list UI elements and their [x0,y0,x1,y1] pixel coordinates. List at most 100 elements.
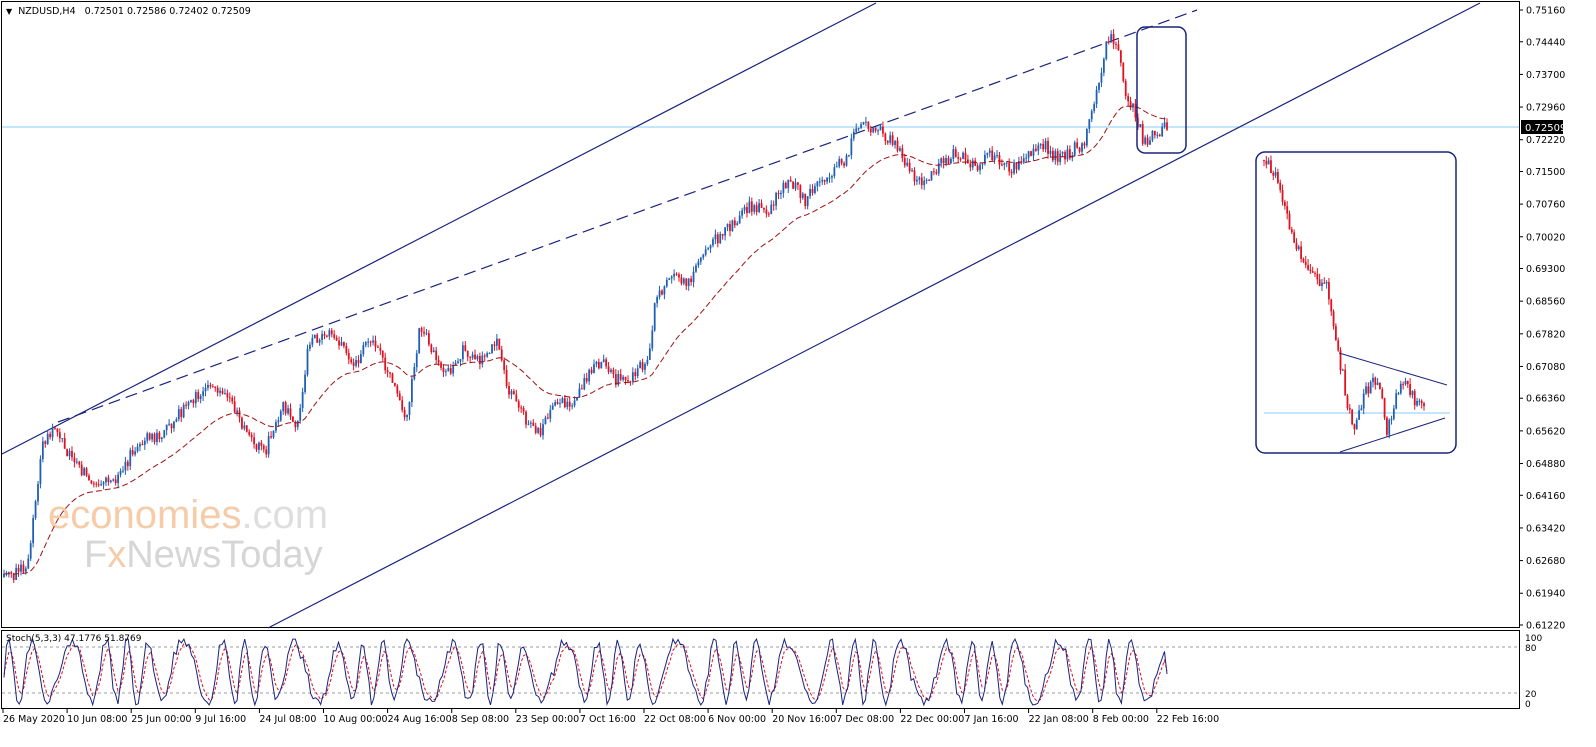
candle-body [117,474,120,484]
candle-body [614,374,617,385]
candle-body [811,188,814,193]
candle-body [1122,62,1125,81]
inset-candle-body [1274,172,1277,176]
candle-body [986,152,989,155]
candle-body [1095,89,1098,105]
candle-body [993,155,996,161]
candle-body [682,278,685,284]
lower-channel-line [267,2,1481,629]
inset-candle-body [1332,311,1335,327]
candle-body [610,369,612,372]
candle-body [102,482,105,485]
candle-body [1051,150,1054,161]
candle-body [1156,134,1159,136]
candle-body [549,409,552,419]
moving-average-line [4,105,1168,575]
candle-body [719,233,722,244]
collapse-triangle-icon[interactable]: ▼ [6,7,13,16]
candle-body [894,140,896,145]
svg-text:FxNewsToday: FxNewsToday [84,534,323,576]
candle-body [743,207,746,211]
time-tick-label: 24 Jul 08:00 [259,714,316,725]
candle-body [930,171,933,181]
inset-candle-body [1369,381,1372,394]
time-tick-label: 20 Nov 16:00 [772,714,836,725]
candle-body [3,573,5,578]
inset-candle-body [1302,259,1305,262]
candle-body [146,433,149,441]
candle-body [289,408,292,417]
candle-body [697,261,700,266]
candle-body [461,345,464,360]
candle-body [901,148,904,159]
candle-body [801,193,804,198]
candle-body [600,361,603,369]
candle-body [231,397,234,402]
candle-body [457,361,459,363]
candle-body [435,350,438,360]
candle-body [478,355,481,365]
candle-body [602,359,605,362]
candle-body [1059,153,1062,162]
candle-body [423,331,425,334]
candle-body [505,370,508,387]
price-tick-label: 0.75160 [1526,6,1565,17]
candle-body [663,286,666,295]
inset-candle-body [1314,272,1316,274]
candle-body [631,372,634,382]
candle-body [1134,103,1137,118]
candle-body [216,387,219,393]
candle-body [90,480,93,484]
candle-body [328,330,331,337]
highlight-box [1136,26,1187,154]
candle-body [746,207,748,214]
candle-body [148,433,151,440]
candle-body [170,423,173,429]
candle-body [437,359,440,363]
candle-body [503,360,506,371]
candle-body [151,433,154,440]
candle-body [17,567,20,572]
candle-body [63,438,66,449]
candle-body [527,423,530,425]
candle-body [962,152,964,159]
candle-body [425,333,428,335]
candle-body [763,207,765,210]
candle-body [37,483,39,502]
candle-body [243,425,246,429]
candle-body [712,239,714,246]
candle-body [136,446,139,452]
candle-body [641,362,644,370]
inset-candle-body [1367,386,1370,394]
candle-body [294,421,297,428]
inset-candle-body [1358,410,1360,420]
inset-candle-body [1279,182,1282,191]
inset-candle-body [1404,380,1407,385]
candle-body [692,271,695,283]
watermark-dotcom: .com [241,493,328,537]
candle-body [398,393,401,401]
inset-triangle-lower [1339,417,1446,453]
candle-body [335,337,338,341]
candle-body [780,192,782,195]
candle-body [760,203,763,208]
candle-body [321,334,323,340]
price-tick-label: 0.62680 [1526,556,1565,567]
candle-body [406,414,408,418]
time-tick-label: 22 Dec 00:00 [900,714,964,725]
candle-body [777,192,780,195]
candle-body [899,148,901,151]
candle-body [464,345,467,351]
candle-body [1081,143,1083,152]
time-tick-label: 7 Dec 08:00 [836,714,894,725]
candle-body [568,401,571,407]
candle-body [508,386,510,395]
candle-body [969,163,972,168]
candle-body [483,355,486,357]
watermark-newstoday: NewsToday [126,534,322,576]
inset-candle-body [1379,382,1381,390]
candle-body [804,193,807,207]
candle-body [97,484,100,486]
candle-body [651,330,654,349]
candle-body [974,160,977,166]
